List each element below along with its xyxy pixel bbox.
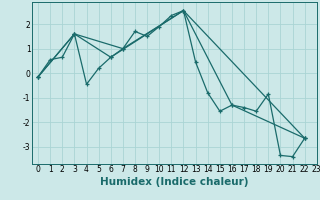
X-axis label: Humidex (Indice chaleur): Humidex (Indice chaleur) [100, 177, 249, 187]
